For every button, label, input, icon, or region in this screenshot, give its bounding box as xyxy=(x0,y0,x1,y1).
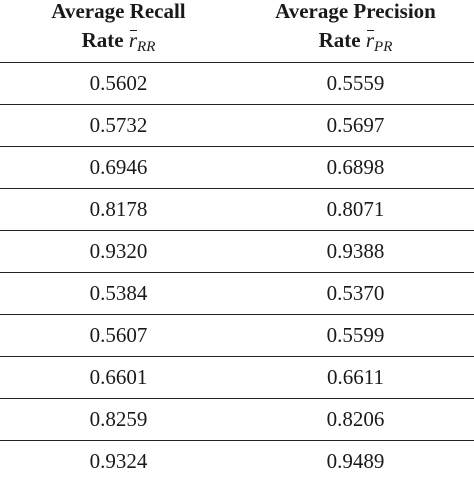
table-row: 0.6946 0.6898 xyxy=(0,147,474,189)
precision-cell: 0.9489 xyxy=(326,449,385,473)
header-prefix: Rate xyxy=(318,28,366,52)
recall-cell: 0.9324 xyxy=(89,449,148,473)
recall-cell: 0.9320 xyxy=(89,239,148,263)
precision-cell: 0.5559 xyxy=(326,71,385,95)
table-row: 0.9324 0.9489 xyxy=(0,441,474,482)
symbol-subscript: PR xyxy=(374,39,393,55)
table-row: 0.5602 0.5559 xyxy=(0,63,474,105)
table-row: 0.9320 0.9388 xyxy=(0,231,474,273)
recall-cell: 0.5384 xyxy=(89,281,148,305)
symbol-subscript: RR xyxy=(137,39,156,55)
symbol-letter: r xyxy=(365,28,375,52)
header-line: Average Recall xyxy=(51,0,186,23)
recall-cell: 0.8178 xyxy=(89,197,148,221)
header-line: Average Precision xyxy=(275,0,436,23)
precision-cell: 0.5697 xyxy=(326,113,385,137)
recall-cell: 0.8259 xyxy=(89,407,148,431)
table-row: 0.8178 0.8071 xyxy=(0,189,474,231)
r-bar-symbol: r xyxy=(128,28,138,52)
table-header: Average Recall Rate rRR Average Precisio… xyxy=(0,0,474,63)
precision-cell: 0.5599 xyxy=(326,323,385,347)
table-row: 0.6601 0.6611 xyxy=(0,357,474,399)
header-prefix: Rate xyxy=(81,28,129,52)
precision-cell: 0.5370 xyxy=(326,281,385,305)
recall-cell: 0.5732 xyxy=(89,113,148,137)
header-line: Rate rRR xyxy=(0,26,237,62)
symbol-letter: r xyxy=(128,28,138,52)
precision-cell: 0.8071 xyxy=(326,197,385,221)
precision-cell: 0.6611 xyxy=(327,365,384,389)
recall-cell: 0.5602 xyxy=(89,71,148,95)
header-average-precision-rate: Average Precision Rate rPR xyxy=(237,0,474,62)
table-row: 0.5384 0.5370 xyxy=(0,273,474,315)
recall-cell: 0.6946 xyxy=(89,155,148,179)
precision-cell: 0.8206 xyxy=(326,407,385,431)
r-bar-symbol: r xyxy=(365,28,375,52)
table-row: 0.5732 0.5697 xyxy=(0,105,474,147)
header-line: Rate rPR xyxy=(237,26,474,62)
precision-cell: 0.9388 xyxy=(326,239,385,263)
precision-cell: 0.6898 xyxy=(326,155,385,179)
recall-cell: 0.5607 xyxy=(89,323,148,347)
header-average-recall-rate: Average Recall Rate rRR xyxy=(0,0,237,62)
table-row: 0.5607 0.5599 xyxy=(0,315,474,357)
table-row: 0.8259 0.8206 xyxy=(0,399,474,441)
recall-cell: 0.6601 xyxy=(89,365,148,389)
